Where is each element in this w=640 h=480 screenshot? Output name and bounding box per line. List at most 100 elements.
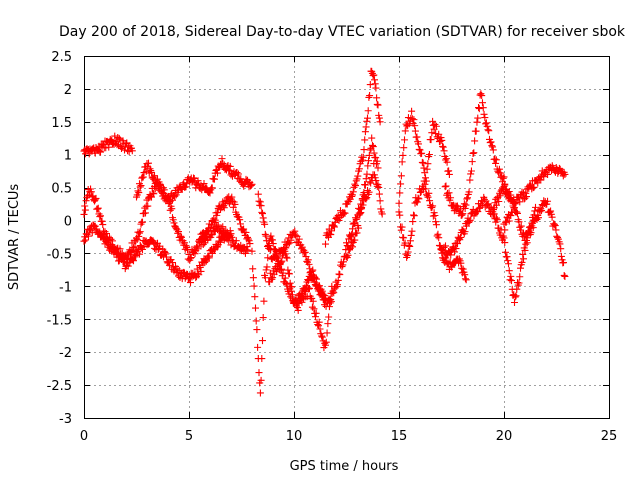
data-point [293, 297, 301, 305]
data-point [121, 146, 128, 154]
data-point [486, 139, 494, 147]
data-point [322, 240, 329, 248]
data-point [226, 227, 234, 235]
data-point [97, 148, 104, 156]
data-point [336, 271, 344, 279]
data-point [94, 204, 102, 212]
data-point [521, 246, 529, 254]
data-point [324, 320, 332, 328]
data-point [429, 212, 437, 220]
data-point [411, 122, 419, 130]
data-point [531, 207, 539, 215]
data-point [361, 136, 369, 144]
data-point [244, 246, 252, 254]
tick-layer: 0 5 10 15 20 25 -3 -2.5 -2 -1.5 -1 -0.5 0 0.5 1 1.5 2 2.5 [47, 50, 618, 444]
data-point [552, 226, 560, 234]
data-point [518, 258, 526, 266]
data-point [263, 263, 271, 271]
data-point [115, 134, 123, 142]
data-point [495, 198, 503, 206]
data-point [265, 242, 273, 250]
data-point [302, 282, 310, 290]
data-point [287, 236, 295, 244]
data-point [450, 207, 458, 215]
data-point [547, 210, 555, 218]
data-point [410, 212, 418, 220]
data-point [313, 281, 321, 289]
y-axis-label: SDTVAR / TECUs [7, 184, 22, 291]
data-point [218, 155, 226, 163]
data-point [461, 228, 469, 236]
data-point [438, 136, 446, 144]
data-point [298, 290, 306, 298]
data-point [97, 212, 104, 220]
data-point [202, 256, 209, 264]
y-tick-label: 2 [64, 83, 72, 98]
data-point [404, 248, 412, 256]
data-point [396, 211, 404, 219]
data-point [424, 160, 432, 168]
data-point [513, 285, 521, 293]
data-point [554, 234, 562, 242]
y-tick-label: -3 [59, 412, 72, 427]
data-point [136, 250, 143, 258]
data-point [103, 230, 110, 238]
data-point [349, 191, 356, 199]
data-point [364, 114, 371, 122]
data-point [478, 99, 486, 107]
data-point [224, 231, 232, 239]
series-sat-O [490, 162, 569, 214]
data-point [374, 164, 382, 172]
data-point [513, 208, 521, 216]
data-point [523, 234, 531, 242]
data-point [488, 142, 496, 150]
data-point [557, 245, 565, 253]
data-point [85, 232, 92, 240]
data-point [158, 186, 166, 194]
data-point [309, 297, 317, 305]
data-point [197, 267, 205, 275]
data-point [219, 223, 227, 231]
data-point [481, 114, 489, 122]
data-point [505, 188, 513, 196]
data-point [247, 181, 255, 189]
data-point [315, 286, 323, 294]
data-point [544, 170, 552, 178]
data-point [330, 289, 338, 297]
x-tick-label: 25 [601, 429, 618, 444]
data-point [353, 229, 361, 237]
data-point [282, 250, 290, 258]
data-point [403, 251, 411, 259]
data-point [416, 146, 424, 154]
data-point [432, 221, 440, 229]
data-point [423, 165, 431, 173]
data-point [533, 215, 541, 223]
data-point [493, 214, 500, 222]
data-point [323, 329, 331, 337]
data-point [194, 177, 202, 185]
data-point [374, 101, 382, 109]
data-point [268, 236, 276, 244]
data-point [368, 134, 376, 142]
data-point [360, 146, 368, 154]
series-sat-N [437, 193, 539, 306]
data-point [496, 192, 504, 200]
data-point [490, 210, 498, 218]
data-point [421, 180, 429, 188]
data-point [94, 205, 101, 213]
data-point [286, 279, 294, 287]
data-point [318, 332, 326, 340]
data-point [366, 178, 374, 186]
data-point [132, 251, 140, 259]
data-point [368, 141, 376, 149]
data-point [310, 274, 318, 282]
data-point [340, 258, 347, 266]
data-point [461, 275, 469, 283]
data-point [123, 139, 131, 147]
data-point [233, 169, 241, 177]
data-point [331, 223, 338, 231]
data-point [406, 237, 414, 245]
data-point [418, 149, 426, 157]
data-point [191, 250, 199, 258]
data-point [232, 237, 240, 245]
